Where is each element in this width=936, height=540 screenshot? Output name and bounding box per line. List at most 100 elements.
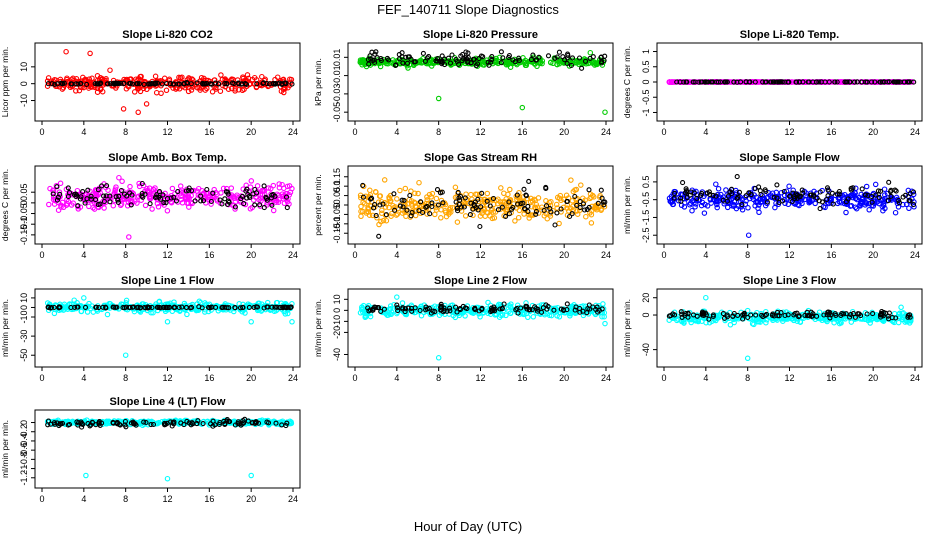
data-point <box>829 190 835 196</box>
data-point <box>91 206 98 212</box>
data-point <box>205 304 212 310</box>
data-point <box>817 206 823 212</box>
data-point <box>380 217 387 224</box>
data-point <box>127 190 133 196</box>
data-point <box>429 190 436 197</box>
data-point <box>814 79 820 85</box>
data-point <box>678 198 684 204</box>
data-point <box>507 186 513 193</box>
panel-title: Slope Li-820 Pressure <box>423 29 538 41</box>
data-point <box>202 309 208 315</box>
data-point <box>881 79 887 85</box>
data-point <box>602 109 608 115</box>
data-point <box>442 207 448 214</box>
panel-title: Slope Li-820 Temp. <box>740 29 839 41</box>
data-point <box>78 81 84 87</box>
data-point <box>380 201 386 207</box>
data-point <box>579 65 585 71</box>
data-point <box>723 187 729 193</box>
x-tick-label: 4 <box>703 250 708 260</box>
data-point <box>65 422 71 428</box>
data-point <box>103 305 109 311</box>
data-point <box>200 81 206 87</box>
data-point <box>568 177 574 183</box>
data-point <box>797 319 803 325</box>
x-tick-label: 0 <box>39 127 44 137</box>
data-point <box>888 187 894 193</box>
x-tick-label: 20 <box>868 250 878 260</box>
data-point <box>208 201 214 207</box>
data-point <box>768 79 774 85</box>
data-point <box>452 314 459 321</box>
data-point <box>530 52 536 58</box>
data-point <box>237 198 244 204</box>
x-tick-label: 20 <box>868 127 878 137</box>
data-point <box>710 312 716 318</box>
data-point <box>381 306 387 312</box>
data-point <box>185 200 192 207</box>
data-point <box>599 306 605 312</box>
data-point <box>832 79 838 85</box>
data-point <box>366 212 373 218</box>
data-point <box>246 304 252 310</box>
data-point <box>234 192 240 198</box>
data-point <box>834 191 840 197</box>
data-point <box>848 187 854 193</box>
x-tick-label: 12 <box>162 250 172 260</box>
data-point <box>485 299 491 306</box>
data-point <box>379 207 385 214</box>
data-point <box>785 312 791 318</box>
data-point <box>370 58 376 64</box>
data-point <box>508 301 514 307</box>
data-point <box>715 186 722 192</box>
data-point <box>107 193 113 199</box>
x-tick-label: 24 <box>910 127 920 137</box>
data-point <box>362 314 368 321</box>
data-point <box>155 204 162 210</box>
x-tick-label: 16 <box>826 373 836 383</box>
data-point <box>744 355 751 362</box>
y-axis-label: degrees C per min. <box>0 169 10 241</box>
data-point <box>852 314 858 320</box>
data-point <box>97 201 103 207</box>
data-point <box>461 56 467 62</box>
data-point <box>253 419 259 425</box>
data-point <box>423 307 429 313</box>
data-point <box>817 189 823 195</box>
data-point <box>402 185 409 192</box>
y-axis-label: ml/min per min. <box>0 420 10 478</box>
data-point <box>452 58 458 65</box>
data-point <box>147 201 153 207</box>
x-tick-label: 20 <box>246 127 256 137</box>
data-point <box>521 310 527 316</box>
data-point <box>819 317 825 324</box>
data-point <box>731 319 737 326</box>
data-point <box>543 198 549 204</box>
data-point <box>852 190 858 196</box>
data-point <box>544 215 551 222</box>
data-point <box>164 196 171 202</box>
data-point <box>208 421 214 427</box>
data-point <box>599 195 605 201</box>
data-point <box>554 61 560 68</box>
data-point <box>865 192 871 199</box>
y-tick-label: 0 <box>19 305 29 310</box>
data-point <box>583 61 589 67</box>
data-point <box>743 79 749 85</box>
data-point <box>544 306 550 312</box>
y-tick-label: -2.5 <box>641 227 651 243</box>
data-point <box>759 312 765 318</box>
data-point <box>577 205 583 211</box>
data-point <box>462 313 468 319</box>
data-point <box>551 307 557 313</box>
data-point <box>906 197 912 203</box>
data-point <box>520 200 526 206</box>
data-point <box>217 197 223 203</box>
data-point <box>577 207 583 214</box>
y-tick-label: -0.03 <box>332 84 342 105</box>
data-point <box>417 307 423 314</box>
x-tick-label: 0 <box>39 250 44 260</box>
data-point <box>78 194 84 200</box>
